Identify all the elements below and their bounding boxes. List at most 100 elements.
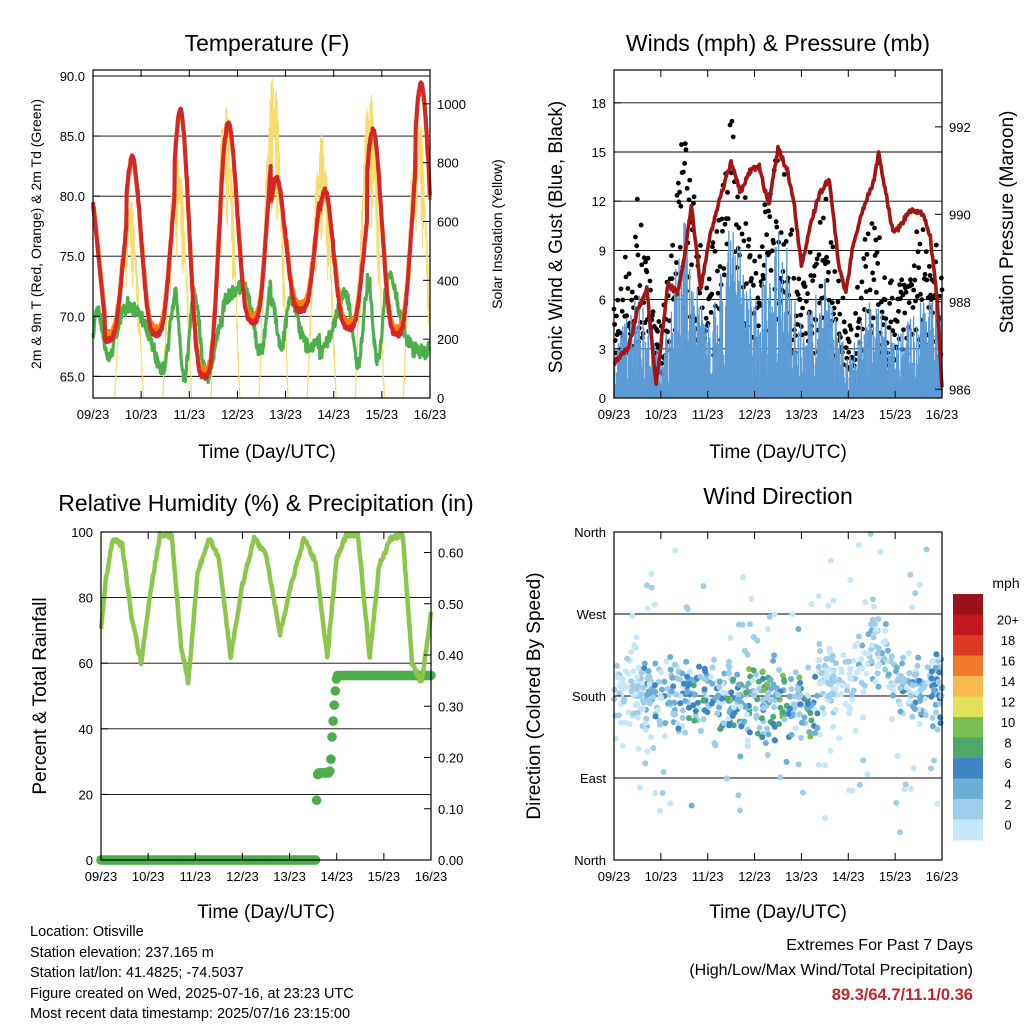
direction-point xyxy=(896,829,903,836)
direction-point xyxy=(862,599,869,606)
gust-point xyxy=(927,273,933,278)
direction-point xyxy=(786,705,793,712)
gust-point xyxy=(875,261,881,266)
direction-point xyxy=(641,660,648,667)
direction-point xyxy=(725,669,732,676)
direction-point xyxy=(827,681,834,688)
direction-point xyxy=(900,654,907,661)
x-tick-label: 11/23 xyxy=(179,869,211,884)
temperature-panel: Temperature (F) 09/23 10/23 11/23 12/23 13/2… xyxy=(28,30,505,463)
direction-point xyxy=(796,674,803,681)
direction-point xyxy=(651,601,658,608)
gust-point xyxy=(837,311,843,317)
gust-point xyxy=(861,256,867,261)
direction-point xyxy=(814,692,821,699)
direction-point xyxy=(882,638,889,645)
y-tick-label: 9 xyxy=(599,243,606,258)
direction-point xyxy=(751,692,758,699)
gust-point xyxy=(823,196,829,202)
direction-point xyxy=(771,611,778,618)
speed-colorbar: 0 2 4 6 8 10 12 14 16 18 20+ xyxy=(953,594,1019,841)
direction-point xyxy=(764,626,771,633)
gust-point xyxy=(886,325,892,330)
gust-point xyxy=(710,244,715,250)
direction-point xyxy=(860,688,867,695)
direction-point xyxy=(667,800,674,807)
gust-point xyxy=(864,251,870,257)
gust-point xyxy=(762,202,768,208)
y-tick-label-right: 800 xyxy=(437,156,459,171)
wind-direction-title: Wind Direction xyxy=(703,483,853,509)
gust-point xyxy=(911,287,917,293)
gust-point xyxy=(678,203,684,209)
gust-point xyxy=(869,221,875,226)
direction-point xyxy=(807,710,814,717)
direction-point xyxy=(836,735,843,742)
gust-point xyxy=(675,180,681,186)
colorbar-swatch xyxy=(953,696,983,718)
gust-point xyxy=(938,275,944,281)
direction-point xyxy=(723,695,730,702)
direction-point xyxy=(707,674,714,681)
direction-point xyxy=(823,672,830,679)
gust-point xyxy=(698,243,703,248)
direction-point xyxy=(856,781,863,788)
gust-point xyxy=(747,253,753,258)
direction-point xyxy=(633,684,640,691)
direction-point xyxy=(913,671,920,678)
direction-point xyxy=(644,748,651,755)
colorbar-swatch xyxy=(953,799,983,820)
direction-point xyxy=(771,652,778,659)
gust-point xyxy=(629,297,635,303)
direction-point xyxy=(642,720,649,727)
gust-point xyxy=(648,287,653,293)
direction-point xyxy=(902,781,909,788)
direction-point xyxy=(684,673,691,680)
gust-point xyxy=(641,255,647,261)
wind-direction-y-axis-label: Direction (Colored By Speed) xyxy=(524,572,545,819)
gust-point xyxy=(697,290,703,296)
gust-point xyxy=(773,219,779,225)
x-tick-label: 12/23 xyxy=(221,407,254,422)
direction-point xyxy=(648,570,655,577)
direction-point xyxy=(874,670,881,677)
direction-point xyxy=(825,602,832,609)
direction-point xyxy=(928,693,935,700)
direction-point xyxy=(928,658,935,665)
precip-point xyxy=(328,716,338,726)
gust-point xyxy=(923,249,929,255)
y-tick-label: 80.0 xyxy=(60,189,85,204)
direction-point xyxy=(847,577,854,584)
direction-point xyxy=(767,676,774,683)
gust-point xyxy=(637,283,643,288)
colorbar-label: 12 xyxy=(1001,695,1015,710)
direction-point xyxy=(788,685,795,692)
direction-point xyxy=(754,730,761,737)
winds-right-axis-label: Station Pressure (Maroon) xyxy=(997,111,1018,334)
direction-point xyxy=(632,690,639,697)
gust-point xyxy=(720,228,725,234)
direction-point xyxy=(644,605,651,612)
direction-point xyxy=(643,582,650,589)
gust-point xyxy=(906,300,912,306)
direction-point xyxy=(850,657,857,664)
x-tick-label: 15/23 xyxy=(368,869,401,884)
direction-point xyxy=(916,677,923,684)
direction-point xyxy=(861,682,868,689)
gust-point xyxy=(756,323,761,329)
direction-point xyxy=(827,747,834,754)
direction-point xyxy=(884,647,891,654)
direction-point xyxy=(721,670,728,677)
direction-point xyxy=(702,668,709,675)
direction-point xyxy=(636,784,643,791)
x-tick-label: 10/23 xyxy=(132,869,165,884)
direction-point xyxy=(642,726,649,733)
gust-point xyxy=(835,299,841,305)
direction-point xyxy=(700,716,707,723)
colorbar-swatch xyxy=(953,594,983,615)
y-tick-label-right: 986 xyxy=(949,382,971,397)
figure-created: Figure created on Wed, 2025-07-16, at 23… xyxy=(30,985,354,1002)
gust-point xyxy=(889,295,895,301)
gust-point xyxy=(708,309,714,315)
gust-point xyxy=(829,300,835,306)
